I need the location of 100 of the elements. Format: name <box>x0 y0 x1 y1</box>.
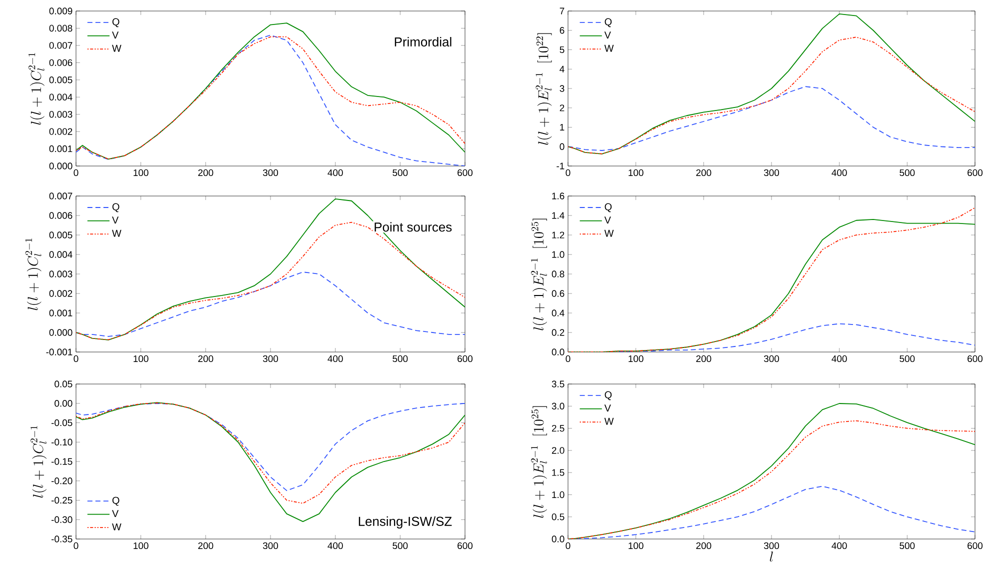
x-tick-label: 400 <box>832 355 847 362</box>
y-tick-label: 0.007 <box>49 42 72 49</box>
y-tick-label: -0.001 <box>46 348 72 356</box>
annotation: Point sources <box>374 222 452 232</box>
legend-label: W <box>112 44 122 52</box>
y-tick-label: 0.004 <box>49 94 72 100</box>
x-tick-label: 400 <box>328 355 343 362</box>
y-tick-label: 4 <box>560 66 564 72</box>
y-tick-label: 0.009 <box>49 8 72 14</box>
legend-label: W <box>604 44 614 52</box>
y-tick-label: -0.10 <box>51 438 72 446</box>
x-tick-label: 600 <box>458 542 473 550</box>
legend-label: Q <box>112 18 120 28</box>
line-series <box>76 222 465 340</box>
y-axis-title: $l(l+1)C_l^{2-1}$ <box>30 426 47 498</box>
y-tick-label: 0.000 <box>49 329 72 336</box>
x-tick-label: 600 <box>968 355 983 362</box>
y-axis-title: $l(l+1)C_l^{2-1}$ <box>28 53 45 125</box>
legend-label: V <box>604 216 611 224</box>
annotation: Primordial <box>394 36 452 47</box>
y-tick-label: 1.6 <box>552 192 564 200</box>
y-tick-label: -0.20 <box>51 478 72 484</box>
y-tick-label: 0.001 <box>49 310 72 316</box>
x-tick-label: 200 <box>696 355 712 362</box>
y-tick-label: 2.0 <box>552 447 564 454</box>
x-tick-label: 400 <box>832 542 847 550</box>
x-tick-label: 300 <box>262 542 278 550</box>
legend-label: Q <box>604 203 612 212</box>
y-tick-label: 7 <box>560 8 564 14</box>
legend-label: Q <box>604 391 612 400</box>
x-tick-label: 100 <box>628 169 644 176</box>
y-tick-label: 0.0 <box>552 348 564 356</box>
x-tick-label: 300 <box>764 542 780 550</box>
y-tick-label: 0.001 <box>49 145 72 152</box>
y-tick-label: 0 <box>560 143 564 150</box>
y-tick-label: 0.008 <box>49 24 72 32</box>
x-tick-label: 0 <box>74 542 78 550</box>
y-tick-label: 0.00 <box>54 400 72 407</box>
y-tick-label: 0.003 <box>49 270 72 278</box>
y-tick-label: 6 <box>560 27 564 34</box>
x-tick-label: 500 <box>900 169 915 176</box>
legend-label: W <box>112 523 122 530</box>
legend-label: V <box>112 510 119 518</box>
y-tick-label: 0.002 <box>49 290 72 297</box>
y-tick-label: 1.0 <box>552 251 564 258</box>
annotation: Lensing-ISW/SZ <box>358 516 452 529</box>
x-tick-label: 300 <box>262 169 278 176</box>
line-series <box>76 198 465 340</box>
y-tick-label: 0.002 <box>49 128 72 135</box>
y-tick-label: 0.005 <box>49 76 72 84</box>
legend-label: V <box>604 404 611 412</box>
y-tick-label: -1 <box>556 162 564 170</box>
y-tick-label: 0.0 <box>552 536 564 542</box>
x-tick-label: 600 <box>458 355 473 362</box>
x-tick-label: 500 <box>392 169 408 176</box>
y-tick-label: 3.5 <box>552 380 564 388</box>
y-tick-label: 5 <box>560 46 564 54</box>
y-tick-label: -0.05 <box>51 419 72 426</box>
x-tick-label: 100 <box>628 542 644 550</box>
y-tick-label: 0.004 <box>49 251 72 258</box>
x-tick-label: 600 <box>968 169 983 176</box>
x-tick-label: 0 <box>566 355 570 362</box>
y-tick-label: 0.8 <box>552 270 564 278</box>
y-tick-label: 3.0 <box>552 402 564 410</box>
legend-label: Q <box>112 496 120 506</box>
x-tick-label: 0 <box>74 355 78 362</box>
y-tick-label: 1 <box>560 124 564 131</box>
legend-label: V <box>112 32 119 38</box>
legend-label: V <box>112 216 119 224</box>
x-tick-label: 200 <box>198 355 214 362</box>
legend-label: W <box>112 230 122 237</box>
y-tick-label: 1.4 <box>552 212 564 219</box>
y-tick-label: 0.6 <box>552 290 564 297</box>
x-tick-label: 0 <box>74 169 78 176</box>
y-axis-title: $l(l+1)E_l^{2-1}\ \ [10^{25}]$ <box>530 218 548 330</box>
x-axis-title: $l$ <box>770 552 773 562</box>
y-tick-label: 0.000 <box>49 162 72 170</box>
x-tick-label: 300 <box>764 169 780 176</box>
y-axis-title: $l(l+1)E_l^{2-1}\ \ [10^{22}]$ <box>536 33 552 145</box>
y-tick-label: -0.15 <box>51 458 72 465</box>
x-tick-label: 100 <box>134 169 148 176</box>
x-tick-label: 500 <box>392 355 408 362</box>
x-tick-label: 0 <box>566 542 570 550</box>
y-tick-label: 0.5 <box>552 514 564 520</box>
x-tick-label: 600 <box>458 169 473 176</box>
y-tick-label: 0.006 <box>49 212 72 219</box>
x-tick-label: 300 <box>262 355 278 362</box>
x-tick-label: 400 <box>328 542 343 550</box>
y-tick-label: 0.003 <box>49 110 72 118</box>
legend-label: V <box>604 32 611 38</box>
x-tick-label: 200 <box>198 542 214 550</box>
legend-label: W <box>604 418 614 425</box>
x-tick-label: 500 <box>900 355 915 362</box>
y-tick-label: 0.007 <box>49 192 72 200</box>
y-axis-title: $l(l+1)C_l^{2-1}$ <box>25 238 42 310</box>
y-tick-label: 1.2 <box>552 232 564 238</box>
y-tick-label: 2 <box>560 104 564 112</box>
legend-label: W <box>604 230 614 237</box>
y-tick-label: 1.0 <box>552 491 564 498</box>
x-tick-label: 100 <box>134 355 148 362</box>
